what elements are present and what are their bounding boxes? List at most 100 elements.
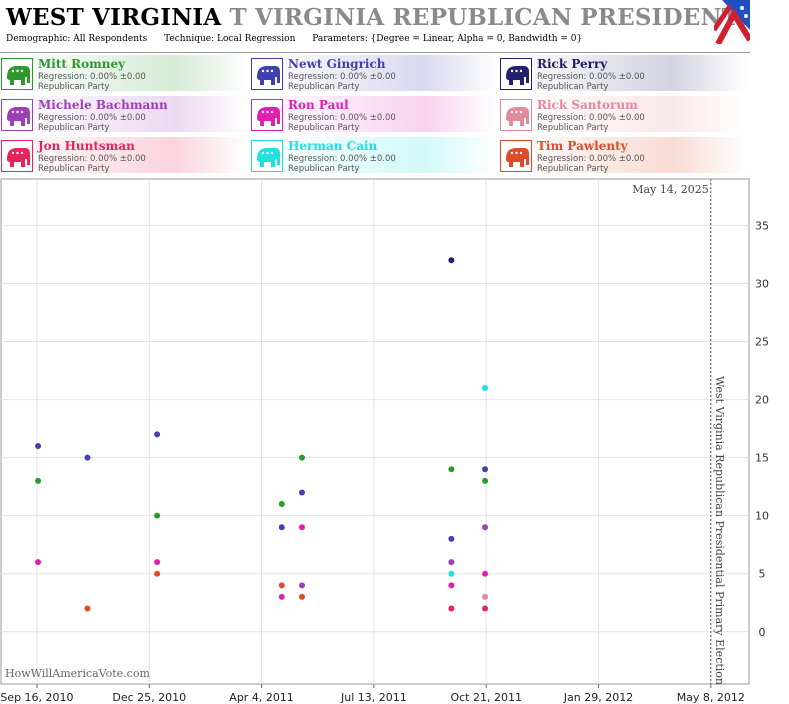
y-tick-label: 0 <box>759 626 766 639</box>
data-point-jon-huntsman <box>448 605 455 612</box>
parameters-bar: Demographic: All Respondents Technique: … <box>6 34 596 44</box>
data-point-tim-pawlenty <box>278 582 285 589</box>
candidate-party: Republican Party <box>38 82 110 91</box>
data-point-michele-bachmann <box>482 524 489 531</box>
y-tick-label: 5 <box>759 568 766 581</box>
data-point-newt-gingrich <box>482 466 489 473</box>
candidate-party: Republican Party <box>288 164 360 173</box>
x-tick-label: Apr 4, 2011 <box>229 691 294 704</box>
y-tick-label: 30 <box>755 277 769 290</box>
y-tick-label: 10 <box>755 510 769 523</box>
data-point-tim-pawlenty <box>298 593 305 600</box>
elephant-icon <box>1 99 33 131</box>
parameters-label: Parameters: {Degree = Linear, Alpha = 0,… <box>312 34 583 44</box>
candidate-rick-santorum[interactable]: Rick Santorum Regression: 0.00% ±0.00 Repu… <box>499 96 747 132</box>
x-tick-label: May 8, 2012 <box>677 691 745 704</box>
elephant-icon <box>1 58 33 90</box>
candidate-regression: Regression: 0.00% ±0.00 <box>288 72 396 82</box>
candidate-party: Republican Party <box>537 164 609 173</box>
data-point-newt-gingrich <box>278 524 285 531</box>
candidate-name: Ron Paul <box>288 98 349 112</box>
data-point-rick-perry <box>448 257 455 264</box>
candidate-name: Rick Perry <box>537 57 608 71</box>
candidate-party: Republican Party <box>537 82 609 91</box>
technique-label: Technique: Local Regression <box>164 34 296 44</box>
state-name: WEST VIRGINIA <box>6 4 222 31</box>
data-point-tim-pawlenty <box>84 605 91 612</box>
candidate-regression: Regression: 0.00% ±0.00 <box>288 113 396 123</box>
elephant-icon <box>500 140 532 172</box>
data-point-ron-paul <box>35 559 42 566</box>
candidate-party: Republican Party <box>38 123 110 132</box>
y-tick-label: 25 <box>755 336 769 349</box>
elephant-icon <box>500 99 532 131</box>
data-point-ron-paul <box>298 524 305 531</box>
candidate-newt-gingrich[interactable]: Newt Gingrich Regression: 0.00% ±0.00 Repu… <box>250 55 498 91</box>
candidate-name: Mitt Romney <box>38 57 126 71</box>
candidate-party: Republican Party <box>288 123 360 132</box>
data-point-ron-paul <box>154 559 161 566</box>
candidate-name: Newt Gingrich <box>288 57 386 71</box>
data-point-newt-gingrich <box>84 454 91 461</box>
data-point-newt-gingrich <box>35 443 42 450</box>
candidate-tim-pawlenty[interactable]: Tim Pawlenty Regression: 0.00% ±0.00 Repub… <box>499 137 747 173</box>
candidate-ron-paul[interactable]: Ron Paul Regression: 0.00% ±0.00 Republica… <box>250 96 498 132</box>
candidate-name: Jon Huntsman <box>38 139 135 153</box>
today-date-label: May 14, 2025 <box>632 183 709 196</box>
x-tick-label: Jul 13, 2011 <box>340 691 407 704</box>
elephant-icon <box>251 58 283 90</box>
candidate-rick-perry[interactable]: Rick Perry Regression: 0.00% ±0.00 Republi… <box>499 55 747 91</box>
data-point-ron-paul <box>448 582 455 589</box>
candidate-regression: Regression: 0.00% ±0.00 <box>38 113 146 123</box>
data-point-mitt-romney <box>298 454 305 461</box>
elephant-icon <box>251 99 283 131</box>
candidate-mitt-romney[interactable]: Mitt Romney Regression: 0.00% ±0.00 Republ… <box>0 55 248 91</box>
candidate-party: Republican Party <box>38 164 110 173</box>
candidate-regression: Regression: 0.00% ±0.00 <box>537 154 645 164</box>
candidate-herman-cain[interactable]: Herman Cain Regression: 0.00% ±0.00 Republ… <box>250 137 498 173</box>
page-title: WEST VIRGINIA T VIRGINIA REPUBLICAN PRESI… <box>6 4 750 31</box>
candidate-michele-bachmann[interactable]: Michele Bachmann Regression: 0.00% ±0.00 R… <box>0 96 248 132</box>
data-point-newt-gingrich <box>448 535 455 542</box>
candidate-regression: Regression: 0.00% ±0.00 <box>38 72 146 82</box>
y-tick-label: 15 <box>755 452 769 465</box>
y-tick-label: 35 <box>755 219 769 232</box>
elephant-icon <box>500 58 532 90</box>
data-point-herman-cain <box>448 570 455 577</box>
candidate-regression: Regression: 0.00% ±0.00 <box>537 72 645 82</box>
x-tick-label: Jan 29, 2012 <box>563 691 633 704</box>
scatter-plot: 0 5 10 15 20 25 30 35 Sep 16, 2010 Dec 25, 2010 Ap… <box>0 178 769 704</box>
data-point-mitt-romney <box>448 466 455 473</box>
data-point-tim-pawlenty <box>154 570 161 577</box>
data-point-newt-gingrich <box>154 431 161 438</box>
data-point-ron-paul <box>482 570 489 577</box>
data-point-ron-paul <box>278 593 285 600</box>
candidate-name: Michele Bachmann <box>38 98 168 112</box>
elephant-icon <box>1 140 33 172</box>
data-point-mitt-romney <box>35 477 42 484</box>
elephant-icon <box>251 140 283 172</box>
data-point-rick-santorum <box>482 593 489 600</box>
data-point-herman-cain <box>482 384 489 391</box>
candidate-party: Republican Party <box>537 123 609 132</box>
data-point-michele-bachmann <box>298 582 305 589</box>
data-point-mitt-romney <box>278 501 285 508</box>
watermark: HowWillAmericaVote.com <box>5 667 150 680</box>
polling-chart: 0 5 10 15 20 25 30 35 Sep 16, 2010 Dec 25, 2010 Ap… <box>0 178 789 704</box>
candidate-regression: Regression: 0.00% ±0.00 <box>38 154 146 164</box>
header: WEST VIRGINIA T VIRGINIA REPUBLICAN PRESI… <box>0 0 750 53</box>
data-point-newt-gingrich <box>298 489 305 496</box>
data-point-michele-bachmann <box>448 559 455 566</box>
election-label: West Virginia Republican Presidential Pr… <box>713 376 726 685</box>
candidate-party: Republican Party <box>288 82 360 91</box>
x-tick-label: Dec 25, 2010 <box>112 691 186 704</box>
data-point-mitt-romney <box>482 477 489 484</box>
candidate-jon-huntsman[interactable]: Jon Huntsman Regression: 0.00% ±0.00 Repub… <box>0 137 248 173</box>
candidate-regression: Regression: 0.00% ±0.00 <box>537 113 645 123</box>
x-tick-label: Sep 16, 2010 <box>0 691 73 704</box>
data-point-jon-huntsman <box>482 605 489 612</box>
candidate-regression: Regression: 0.00% ±0.00 <box>288 154 396 164</box>
election-title: T VIRGINIA REPUBLICAN PRESIDENTIAL PRIMA <box>229 4 750 31</box>
flag-logo-icon <box>714 0 750 44</box>
candidate-name: Tim Pawlenty <box>537 139 628 153</box>
